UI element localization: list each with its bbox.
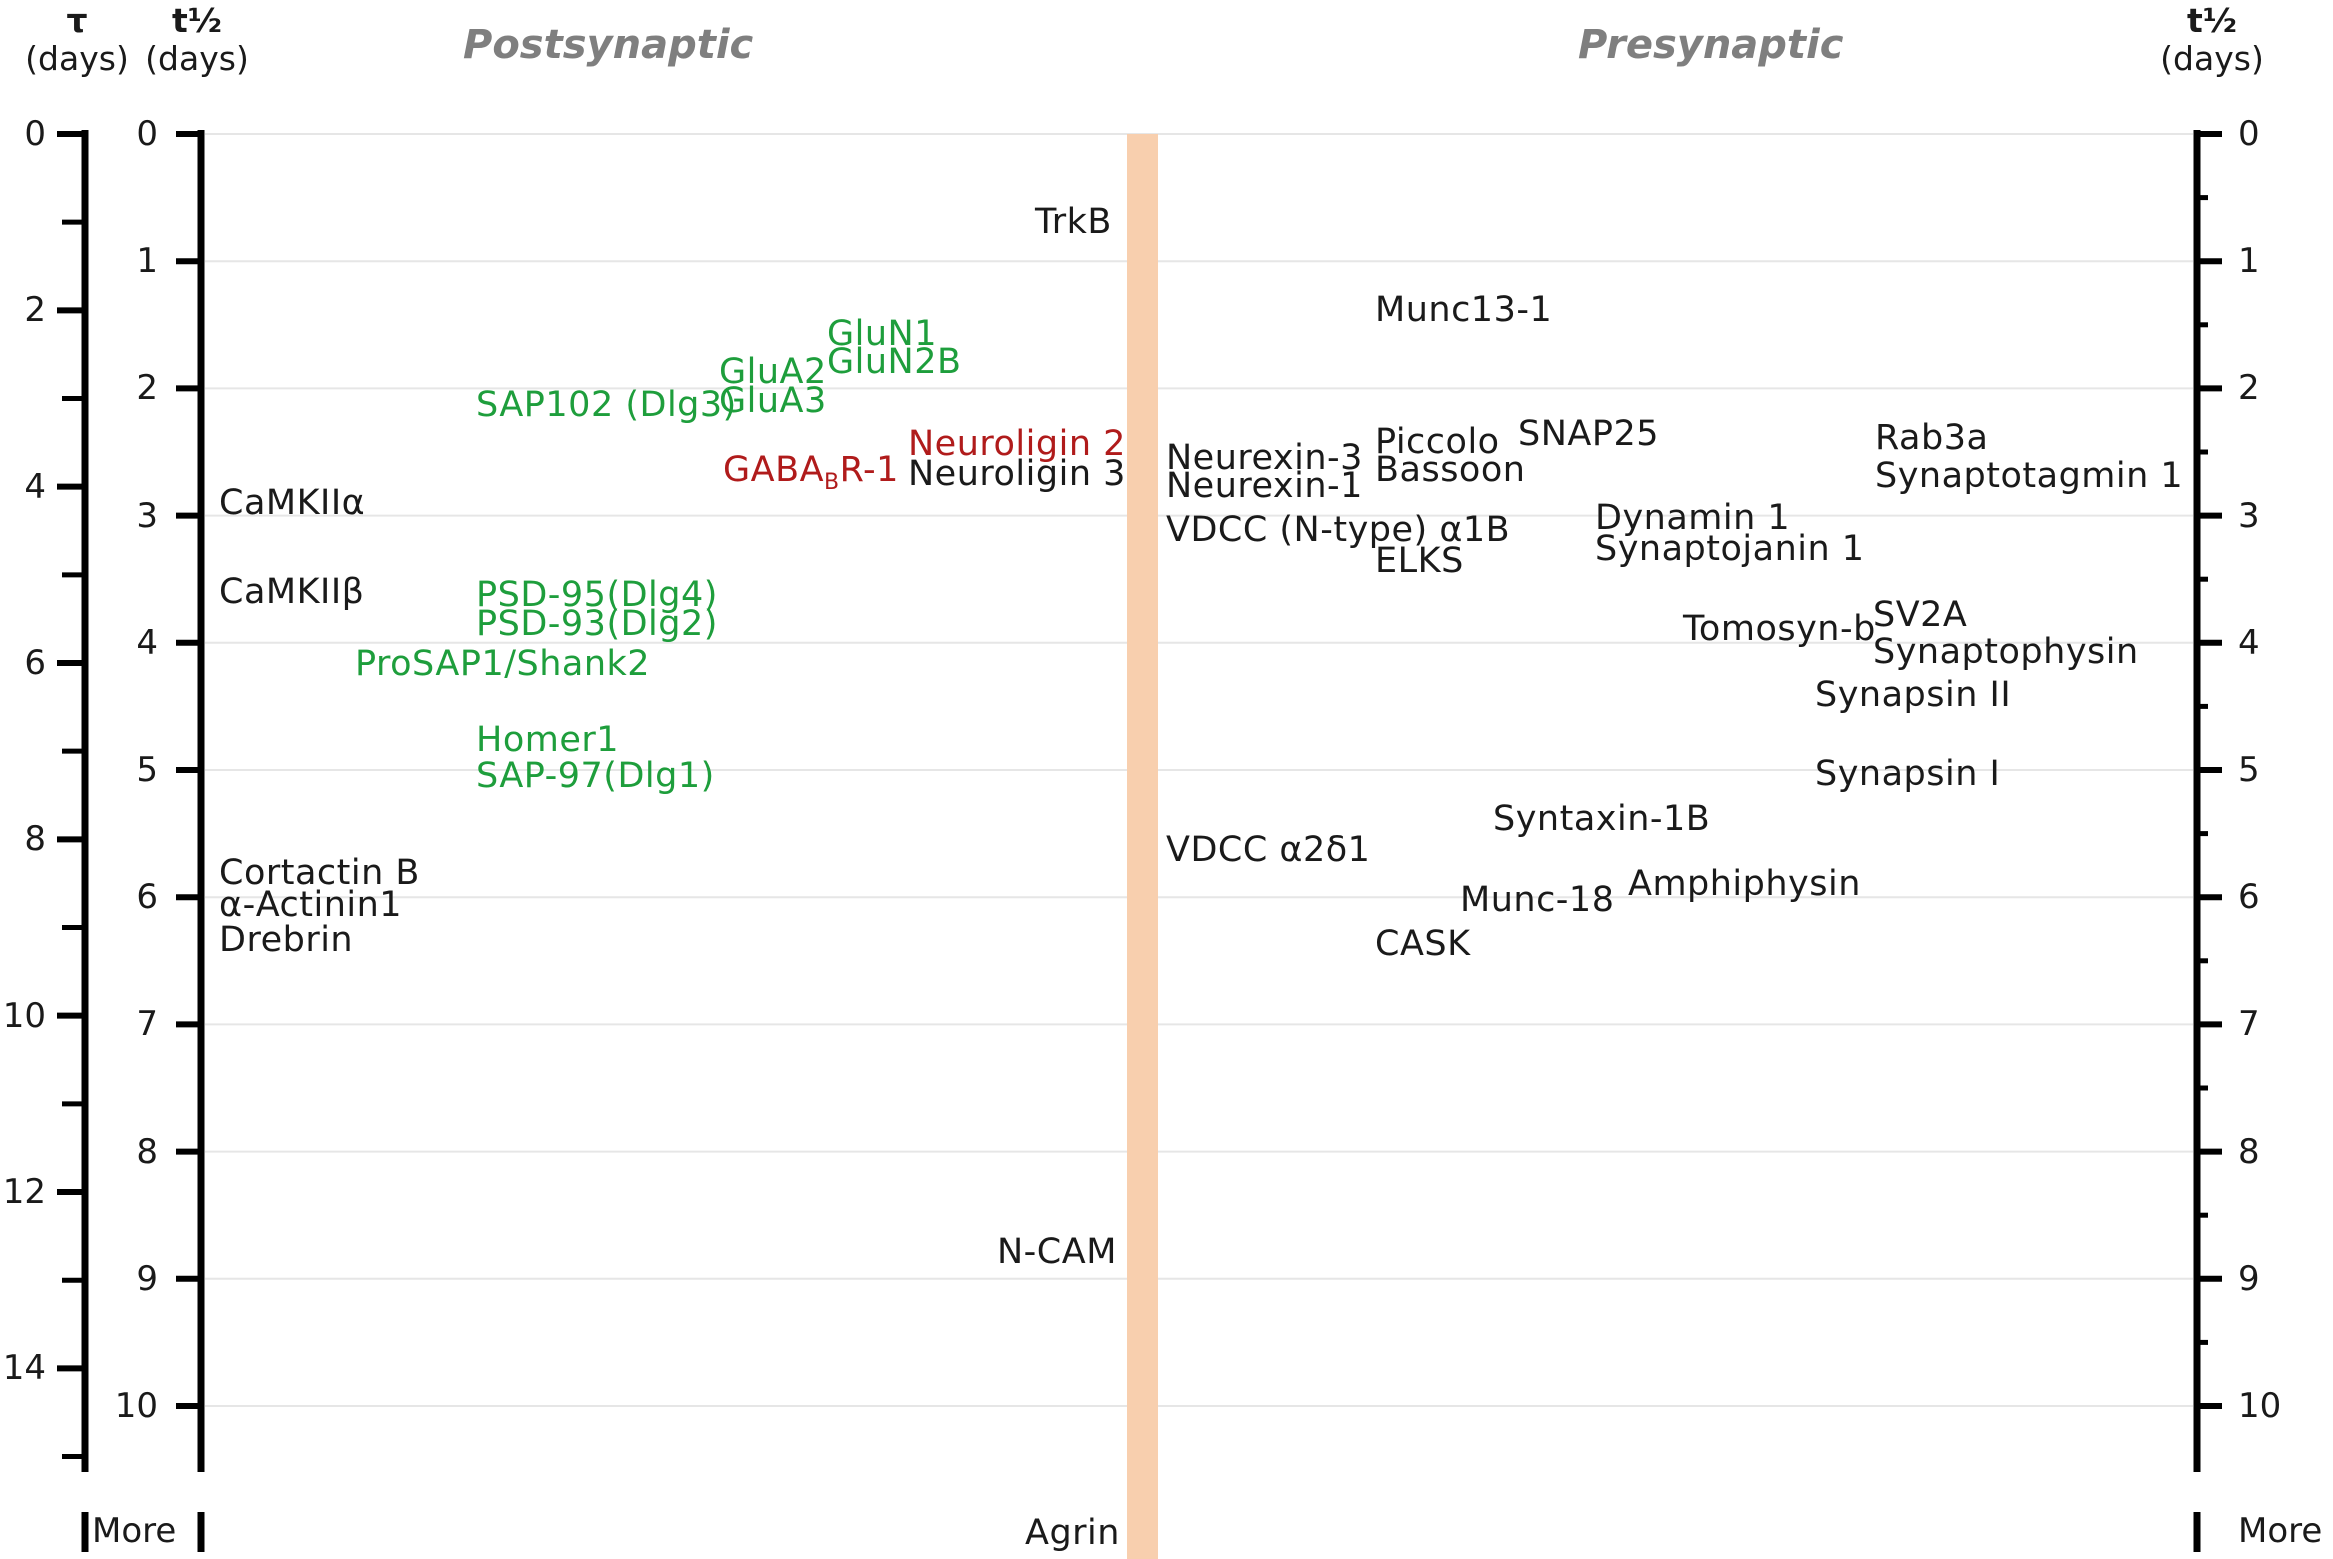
thalf-right-tick-label: 7 xyxy=(2238,1004,2260,1045)
protein-snap25: SNAP25 xyxy=(1518,414,1659,454)
thalf-left-tick-label: 9 xyxy=(136,1258,158,1299)
thalf-right-tick-label: 8 xyxy=(2238,1131,2260,1172)
protein-cortactin-b: Cortactin B xyxy=(219,853,420,893)
protein-n-cam: N-CAM xyxy=(997,1232,1117,1272)
protein-synapsin1: Synapsin I xyxy=(1815,754,2001,794)
protein-syntaxin-1b: Syntaxin-1B xyxy=(1493,799,1711,839)
thalf-right-header: t½ (days) xyxy=(2152,2,2272,78)
tau-tick-label: 10 xyxy=(2,995,46,1036)
thalf-right-tick-label: 4 xyxy=(2238,622,2260,663)
tau-unit: (days) xyxy=(25,39,129,78)
thalf-right-tick-label: 10 xyxy=(2238,1386,2282,1426)
thalf-right-symbol: t½ xyxy=(2187,1,2237,40)
gridlines xyxy=(205,133,2193,1407)
protein-psd95: PSD-95(Dlg4) xyxy=(476,575,718,615)
thalf-left-tick-label: 7 xyxy=(136,1004,158,1045)
protein-neuroligin3: Neuroligin 3 xyxy=(908,454,1126,494)
thalf-right-tick-label: 9 xyxy=(2238,1258,2260,1299)
tau-tick-label: 2 xyxy=(24,290,46,331)
protein-camkiib: CaMKIIβ xyxy=(219,572,365,612)
protein-sv2a: SV2A xyxy=(1873,595,1968,635)
thalf-left-tick-label: 3 xyxy=(136,495,158,536)
thalf-left-tick-label: 0 xyxy=(136,114,158,154)
protein-drebrin: Drebrin xyxy=(219,920,354,960)
tau-tick-label: 12 xyxy=(2,1172,46,1213)
presynaptic-title: Presynaptic xyxy=(1578,22,1844,68)
protein-glun2b: GluN2B xyxy=(827,342,962,382)
thalf-left-tick-marks xyxy=(176,131,201,1409)
protein-munc18: Munc-18 xyxy=(1460,880,1615,920)
thalf-left-tick-label: 1 xyxy=(136,241,158,282)
thalf-left-tick-label: 4 xyxy=(136,622,158,663)
tau-symbol: τ xyxy=(66,1,88,40)
thalf-left-symbol: t½ xyxy=(172,1,222,40)
protein-glun1: GluN1 xyxy=(827,314,937,354)
tau-header: τ (days) xyxy=(22,2,132,78)
tau-tick-label: 4 xyxy=(24,466,46,507)
tau-tick-label: 8 xyxy=(24,819,46,860)
thalf-right-tick-label: 5 xyxy=(2238,750,2260,790)
protein-cask: CASK xyxy=(1375,924,1471,964)
protein-tomosyn-b: Tomosyn-b xyxy=(1683,609,1876,649)
more-left-label: More xyxy=(92,1511,177,1551)
protein-vdcc-n-type: VDCC (N-type) α1B xyxy=(1166,510,1511,550)
thalf-right-tick-label: 1 xyxy=(2238,241,2260,282)
tau-tick-label: 14 xyxy=(2,1348,46,1389)
tau-tick-label: 0 xyxy=(24,114,46,154)
protein-sap97: SAP-97(Dlg1) xyxy=(476,756,715,796)
protein-alpha-actinin1: α-Actinin1 xyxy=(219,885,403,925)
protein-sap102: SAP102 (Dlg3) xyxy=(476,385,737,425)
protein-synapsin2: Synapsin II xyxy=(1815,675,2012,715)
protein-amphiphysin: Amphiphysin xyxy=(1628,864,1861,904)
thalf-right-tick-label: 0 xyxy=(2238,114,2260,154)
thalf-left-tick-label: 5 xyxy=(136,750,158,790)
gabab-suffix: R-1 xyxy=(839,450,899,490)
thalf-left-header: t½ (days) xyxy=(137,2,257,78)
protein-agrin: Agrin xyxy=(1025,1513,1120,1553)
protein-synaptotagmin1: Synaptotagmin 1 xyxy=(1875,456,2184,496)
thalf-left-unit: (days) xyxy=(145,39,249,78)
protein-glua3: GluA3 xyxy=(719,381,827,421)
thalf-right-unit: (days) xyxy=(2160,39,2264,78)
protein-synaptojanin1: Synaptojanin 1 xyxy=(1595,529,1865,569)
thalf-left-tick-label: 6 xyxy=(136,877,158,918)
protein-neurexin3: Neurexin-3 xyxy=(1166,438,1363,478)
postsynaptic-title: Postsynaptic xyxy=(463,22,754,68)
thalf-left-tick-label: 8 xyxy=(136,1131,158,1172)
protein-trkb: TrkB xyxy=(1035,202,1112,242)
protein-homer1: Homer1 xyxy=(476,720,620,760)
protein-prosap1-shank2: ProSAP1/Shank2 xyxy=(355,644,651,684)
protein-munc13-1: Munc13-1 xyxy=(1375,290,1553,330)
thalf-left-tick-label: 10 xyxy=(114,1386,158,1426)
protein-dynamin1: Dynamin 1 xyxy=(1595,498,1791,538)
tau-tick-label: 6 xyxy=(24,643,46,683)
protein-psd93: PSD-93(Dlg2) xyxy=(476,604,718,644)
protein-neurexin1: Neurexin-1 xyxy=(1166,466,1363,506)
tau-tick-marks xyxy=(57,131,85,1460)
thalf-right-tick-label: 3 xyxy=(2238,495,2260,536)
protein-piccolo: Piccolo xyxy=(1375,422,1500,462)
more-right-label: More xyxy=(2238,1511,2323,1551)
protein-gabab-r1: GABABR-1 xyxy=(723,452,899,501)
gabab-text: GABA xyxy=(723,450,825,490)
gabab-subscript: B xyxy=(824,470,840,495)
thalf-right-tick-label: 6 xyxy=(2238,877,2260,918)
thalf-right-tick-marks xyxy=(2197,131,2222,1409)
protein-neuroligin2: Neuroligin 2 xyxy=(908,424,1126,464)
protein-rab3a: Rab3a xyxy=(1875,418,1989,458)
thalf-left-tick-label: 2 xyxy=(136,368,158,409)
thalf-right-tick-label: 2 xyxy=(2238,368,2260,409)
protein-bassoon: Bassoon xyxy=(1375,450,1526,490)
protein-camkiia: CaMKIIα xyxy=(219,483,366,523)
protein-synaptophysin: Synaptophysin xyxy=(1873,632,2139,672)
protein-glua2: GluA2 xyxy=(719,352,827,392)
membrane-bar xyxy=(1127,134,1158,1559)
protein-elks: ELKS xyxy=(1375,541,1464,581)
protein-vdcc-a2d1: VDCC α2δ1 xyxy=(1166,830,1371,870)
